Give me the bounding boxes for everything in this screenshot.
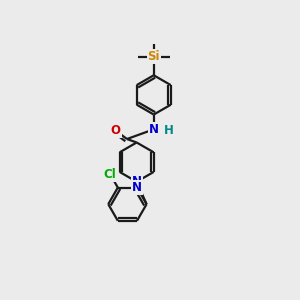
Text: Si: Si bbox=[148, 50, 160, 63]
Text: Cl: Cl bbox=[103, 168, 116, 181]
Text: O: O bbox=[111, 124, 121, 137]
Text: N: N bbox=[132, 181, 142, 194]
Text: N: N bbox=[132, 175, 142, 188]
Text: N: N bbox=[149, 123, 159, 136]
Text: H: H bbox=[164, 124, 174, 137]
